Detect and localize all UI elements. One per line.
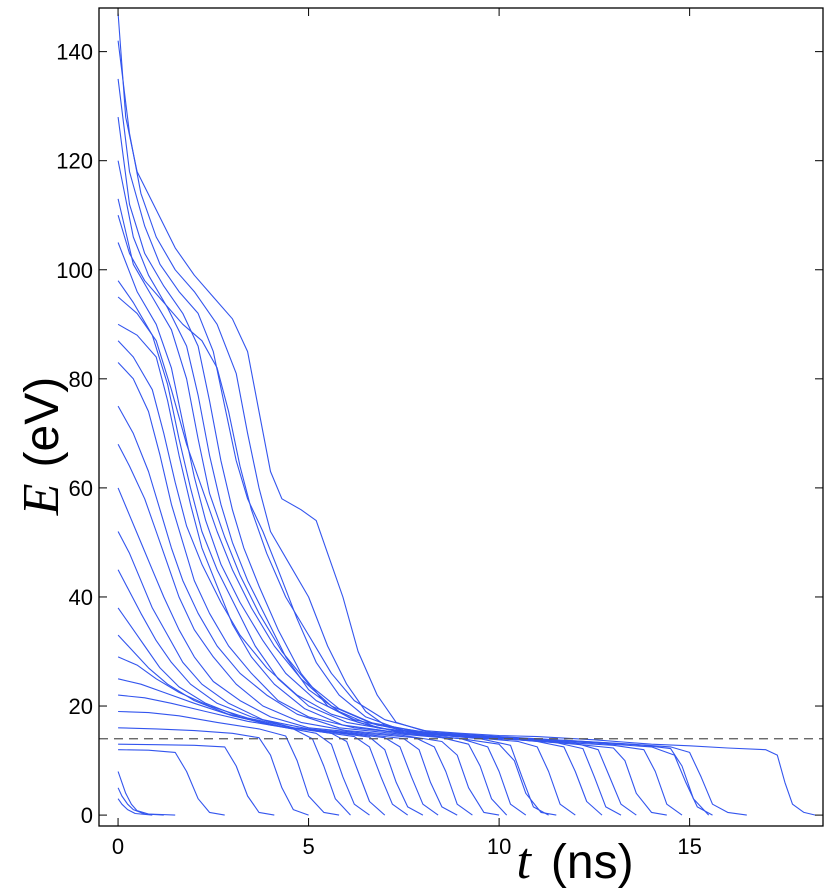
series-line-14 (117, 531, 458, 816)
series-line-15 (117, 569, 439, 816)
series-line-1 (117, 13, 816, 816)
series-line-2 (117, 40, 747, 816)
series-line-21 (118, 710, 340, 816)
y-tick-label: 100 (56, 258, 93, 283)
x-axis-label: t (ns) (516, 833, 633, 890)
y-tick-label: 40 (69, 585, 93, 610)
axis-labels-layer: t (ns) E (eV) (13, 377, 634, 890)
series-line-8 (117, 280, 576, 816)
y-axis-label: E (eV) (13, 377, 70, 516)
plot-frame (98, 7, 824, 827)
series-line-7 (117, 242, 603, 816)
series-line-12 (117, 444, 500, 816)
ticks-layer: 0 5 10 15 0 20 40 60 80 100 120 140 (56, 8, 823, 859)
series-line-22 (118, 727, 309, 816)
y-axis-unit: (eV) (16, 377, 69, 468)
y-tick-label: 0 (81, 803, 93, 828)
x-tick-label: 10 (487, 834, 511, 859)
x-tick-label: 5 (302, 834, 314, 859)
series-line-4 (117, 117, 683, 816)
series-line-3 (117, 78, 713, 816)
y-tick-label: 20 (69, 694, 93, 719)
series-line-30 (117, 798, 153, 816)
series-line-6 (117, 198, 637, 816)
x-axis-unit: (ns) (551, 836, 634, 889)
series-line-23 (118, 743, 275, 816)
series-line-24 (118, 749, 225, 816)
series-line-13 (117, 487, 473, 816)
y-tick-label: 60 (69, 476, 93, 501)
y-tick-label: 120 (56, 149, 93, 174)
series-line-27 (117, 340, 549, 816)
series-line-26 (117, 296, 622, 816)
x-axis-symbol: t (516, 833, 532, 890)
y-tick-label: 140 (56, 40, 93, 65)
series-line-25 (117, 215, 710, 816)
y-tick-label: 80 (69, 367, 93, 392)
x-tick-label: 15 (677, 834, 701, 859)
series-line-9 (117, 323, 557, 816)
series-line-10 (117, 362, 527, 816)
series-line-11 (117, 405, 508, 816)
y-axis-symbol: E (13, 483, 70, 516)
series-line-18 (117, 656, 386, 816)
series-layer (117, 13, 816, 816)
series-line-20 (118, 694, 351, 816)
x-tick-label: 0 (112, 834, 124, 859)
